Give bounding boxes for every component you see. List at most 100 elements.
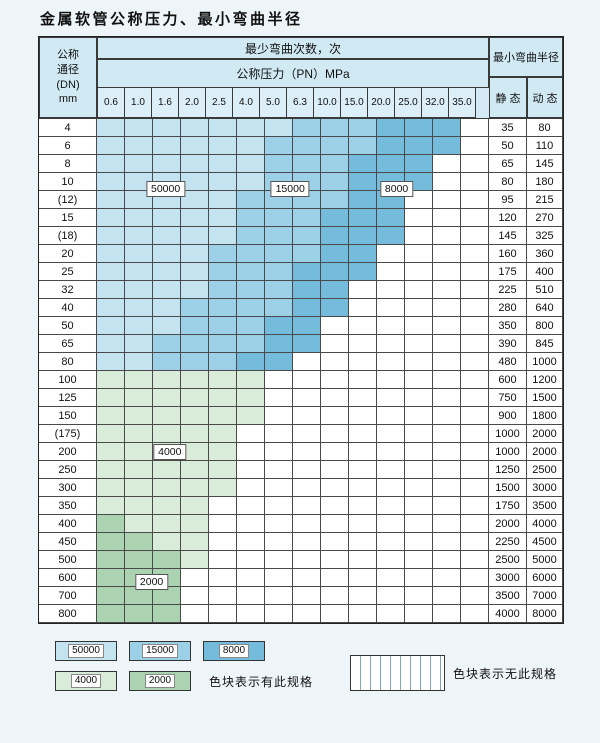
spec-cell xyxy=(321,281,349,299)
no-spec-cell xyxy=(461,497,489,515)
no-spec-cell xyxy=(321,317,349,335)
dn-cell: 200 xyxy=(39,443,97,461)
spec-cell xyxy=(237,407,265,425)
no-spec-cell xyxy=(405,569,433,587)
no-spec-cell xyxy=(265,407,293,425)
static-radius-cell: 600 xyxy=(489,371,527,389)
spec-cell xyxy=(97,407,125,425)
no-spec-cell xyxy=(265,533,293,551)
no-spec-cell xyxy=(433,533,461,551)
no-spec-cell xyxy=(405,299,433,317)
spec-cell xyxy=(153,407,181,425)
spec-cell xyxy=(97,605,125,623)
no-spec-cell xyxy=(433,497,461,515)
spec-cell xyxy=(125,371,153,389)
spec-cell xyxy=(181,299,209,317)
dynamic-radius-cell: 2500 xyxy=(527,461,563,479)
spec-cell xyxy=(237,281,265,299)
no-spec-cell xyxy=(181,587,209,605)
legend-swatch-label: 4000 xyxy=(70,674,102,688)
dynamic-radius-cell: 2000 xyxy=(527,425,563,443)
no-spec-cell xyxy=(349,479,377,497)
spec-cell xyxy=(237,335,265,353)
no-spec-cell xyxy=(321,389,349,407)
no-spec-cell xyxy=(349,353,377,371)
spec-cell xyxy=(97,371,125,389)
no-spec-cell xyxy=(405,371,433,389)
spec-cell xyxy=(181,173,209,191)
spec-cell xyxy=(153,461,181,479)
spec-cell xyxy=(265,299,293,317)
spec-cell xyxy=(153,137,181,155)
no-spec-cell xyxy=(265,461,293,479)
static-radius-cell: 2000 xyxy=(489,515,527,533)
spec-cell xyxy=(237,137,265,155)
no-spec-cell xyxy=(405,281,433,299)
no-spec-cell xyxy=(321,335,349,353)
spec-cell xyxy=(293,137,321,155)
no-spec-cell xyxy=(461,605,489,623)
spec-cell xyxy=(349,119,377,137)
spec-cell xyxy=(265,353,293,371)
legend-swatch-label: 2000 xyxy=(144,674,176,688)
no-spec-cell xyxy=(433,443,461,461)
spec-cell xyxy=(405,155,433,173)
spec-cell xyxy=(153,425,181,443)
no-spec-cell xyxy=(405,407,433,425)
dn-header-line: 公称 xyxy=(57,48,79,61)
no-spec-cell xyxy=(293,461,321,479)
spec-cell xyxy=(349,209,377,227)
no-spec-cell xyxy=(377,335,405,353)
spec-cell xyxy=(293,299,321,317)
no-spec-cell xyxy=(321,605,349,623)
spec-cell xyxy=(209,443,237,461)
spec-cell xyxy=(125,299,153,317)
spec-cell xyxy=(237,245,265,263)
dynamic-radius-cell: 3500 xyxy=(527,497,563,515)
no-spec-cell xyxy=(433,317,461,335)
pressure-value-header: 0.6 xyxy=(97,87,125,118)
spec-cell xyxy=(97,353,125,371)
table-body: 4 35 80 6 50 110 8 65 145 10 80 180 (12) 95 215 15 120 27… xyxy=(39,118,563,623)
spec-cell xyxy=(97,551,125,569)
spec-cell xyxy=(153,155,181,173)
spec-cell xyxy=(377,155,405,173)
no-spec-cell xyxy=(293,389,321,407)
no-spec-cell xyxy=(209,533,237,551)
spec-cell xyxy=(125,353,153,371)
spec-cell xyxy=(125,533,153,551)
spec-cell xyxy=(97,443,125,461)
spec-cell xyxy=(181,317,209,335)
no-spec-cell xyxy=(433,461,461,479)
spec-cell xyxy=(265,281,293,299)
spec-cell xyxy=(97,317,125,335)
no-spec-cell xyxy=(321,569,349,587)
dynamic-radius-cell: 1800 xyxy=(527,407,563,425)
spec-cell xyxy=(209,389,237,407)
no-spec-cell xyxy=(433,587,461,605)
dynamic-radius-cell: 270 xyxy=(527,209,563,227)
spec-cell xyxy=(321,227,349,245)
dn-cell: 125 xyxy=(39,389,97,407)
spec-cell xyxy=(209,137,237,155)
no-spec-cell xyxy=(349,335,377,353)
spec-cell xyxy=(293,119,321,137)
dynamic-radius-cell: 640 xyxy=(527,299,563,317)
pressure-value-header: 15.0 xyxy=(340,87,368,118)
spec-cell xyxy=(237,227,265,245)
dynamic-radius-cell: 8000 xyxy=(527,605,563,623)
dn-cell: 80 xyxy=(39,353,97,371)
spec-cell xyxy=(125,497,153,515)
legend-has-spec-text: 色块表示有此规格 xyxy=(209,674,314,689)
no-spec-cell xyxy=(349,461,377,479)
spec-cell xyxy=(321,173,349,191)
dn-cell: (18) xyxy=(39,227,97,245)
no-spec-cell xyxy=(433,353,461,371)
no-spec-cell xyxy=(293,587,321,605)
no-spec-cell xyxy=(349,281,377,299)
no-spec-cell xyxy=(237,569,265,587)
spec-cell xyxy=(153,479,181,497)
spec-cell xyxy=(153,245,181,263)
no-spec-cell xyxy=(433,605,461,623)
